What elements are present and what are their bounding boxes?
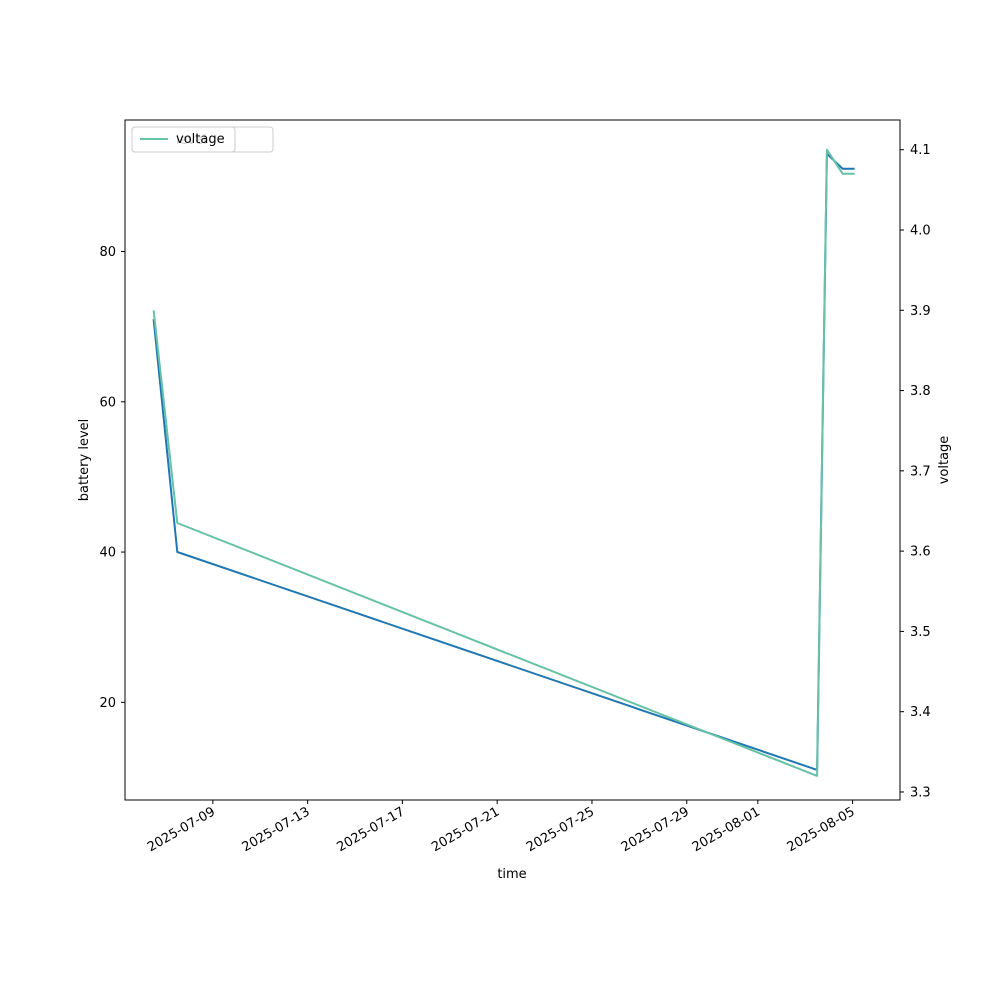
- series-line-voltage: [152, 148, 855, 777]
- left-y-tick-label: 40: [99, 546, 116, 561]
- right-y-axis-label: voltage: [937, 436, 952, 485]
- x-tick-label: 2025-07-13: [240, 804, 313, 855]
- right-y-tick-label: 4.1: [910, 143, 931, 158]
- right-y-tick-label: 3.8: [910, 384, 931, 399]
- left-y-tick-label: 80: [99, 245, 116, 260]
- x-tick-label: 2025-07-29: [619, 804, 692, 855]
- x-tick-label: 2025-08-05: [785, 804, 858, 855]
- legend-label-voltage: voltage: [176, 132, 225, 147]
- x-tick-label: 2025-07-17: [334, 804, 407, 855]
- right-y-tick-label: 3.3: [910, 785, 931, 800]
- series-layer: [152, 148, 855, 777]
- right-y-tick-label: 3.9: [910, 304, 931, 319]
- right-y-tick-label: 4.0: [910, 223, 931, 238]
- x-tick-label: 2025-07-21: [429, 804, 502, 855]
- x-tick-label: 2025-07-09: [145, 804, 218, 855]
- x-tick-label: 2025-07-25: [524, 804, 597, 855]
- left-y-axis-ticks: 20 40 60 80: [99, 245, 125, 711]
- left-y-tick-label: 20: [99, 696, 116, 711]
- left-y-tick-label: 60: [99, 395, 116, 410]
- left-y-axis-label: battery level: [77, 419, 92, 502]
- x-axis-label: time: [497, 867, 526, 882]
- x-axis-ticks: 2025-07-09 2025-07-13 2025-07-17 2025-07-21…: [145, 800, 858, 855]
- right-y-tick-label: 3.5: [910, 625, 931, 640]
- right-y-tick-label: 3.4: [910, 705, 931, 720]
- right-y-axis-ticks: 3.3 3.4 3.5 3.6 3.7 3.8 3.9 4.0 4.1: [900, 143, 931, 800]
- legend-box-inner: [131, 126, 236, 153]
- x-tick-label: 2025-08-01: [690, 804, 763, 855]
- right-y-tick-label: 3.7: [910, 464, 931, 479]
- legend: level voltage: [131, 126, 274, 153]
- right-y-tick-label: 3.6: [910, 545, 931, 560]
- plot-area: [124, 119, 901, 801]
